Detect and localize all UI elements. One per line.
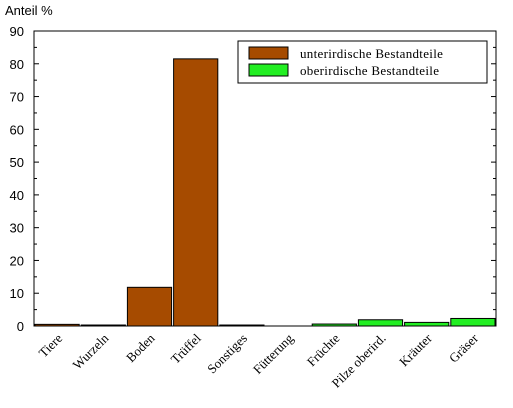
legend-label: unterirdische Bestandteile [300,46,443,61]
y-tick-label: 40 [10,188,24,203]
legend-label: oberirdische Bestandteile [300,63,439,78]
y-tick-label: 20 [10,253,24,268]
x-tick-label: Boden [123,330,158,365]
legend: unterirdische Bestandteile oberirdische B… [237,40,488,84]
y-tick-label: 0 [17,319,24,334]
bar [357,319,404,327]
legend-swatch [248,63,289,77]
bar [311,323,357,327]
bar [450,317,496,327]
bar [34,323,80,327]
x-tick-label: Wurzeln [70,330,112,372]
y-tick-label: 80 [10,57,24,72]
bar [404,321,450,327]
y-tick-label: 60 [10,122,24,137]
bar [80,324,126,327]
x-tick-label: Sonstiges [204,331,250,377]
y-tick-label: 90 [10,24,24,39]
x-tick-label: Kräuter [396,330,435,369]
x-tick-label: Gräser [446,330,482,366]
legend-swatch [248,46,289,60]
bar [173,58,219,327]
x-tick-label: Früchte [304,330,343,369]
y-tick-label: 10 [10,286,24,301]
y-tick-label: 70 [10,90,24,105]
x-tick-label: Trüffel [168,330,204,366]
bar [126,286,173,327]
y-tick-label: 30 [10,221,24,236]
x-tick-label: Tiere [36,330,66,360]
x-tick-label: Fütterung [250,330,297,377]
bar [219,324,265,327]
y-axis-label: Anteil % [5,3,53,18]
y-tick-label: 50 [10,155,24,170]
